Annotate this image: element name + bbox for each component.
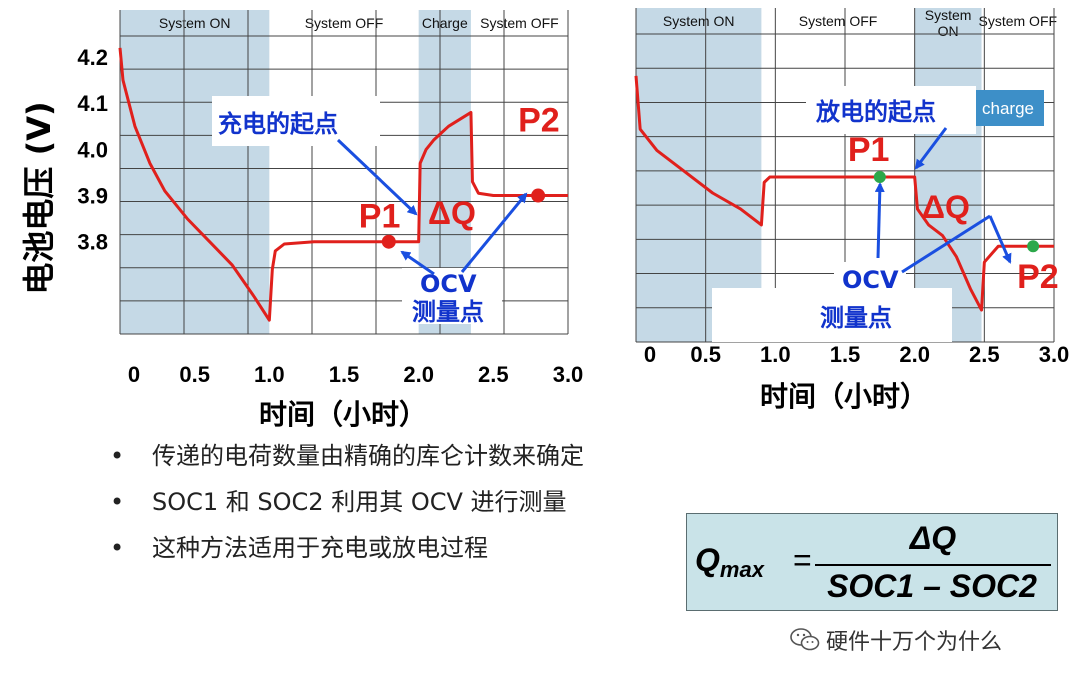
- right-phase-label: System: [925, 7, 972, 23]
- left-phase-label: Charge: [422, 15, 468, 31]
- right-x-axis-title: 时间（小时）: [760, 380, 928, 413]
- right-ocv-label: OCV: [842, 266, 899, 294]
- left-measure-point-label: 测量点: [412, 298, 484, 326]
- right-delta-q-label: ΔQ: [922, 189, 970, 225]
- right-x-ticks: 0 0.5 1.0 1.5 2.0 2.5 3.0: [644, 342, 1069, 367]
- right-charge-badge-label: charge: [982, 99, 1034, 118]
- left-phases: System ON System OFF Charge System OFF: [120, 10, 568, 334]
- bullet-list: • 传递的电荷数量由精确的库仑计数来确定 • SOC1 和 SOC2 利用其 OCV…: [104, 436, 584, 574]
- left-y-tick-label: 3.9: [77, 184, 108, 209]
- left-charge-start-arrow: [336, 138, 418, 216]
- figure-canvas: 电池电压 (V) System ON System OFF Charge System…: [20, 7, 1069, 431]
- right-callout-box: [806, 86, 976, 134]
- left-x-tick-label: 1.5: [329, 362, 360, 387]
- left-voltage-curve: [118, 47, 568, 322]
- bullet-text: 这种方法适用于充电或放电过程: [152, 534, 488, 562]
- right-ocv-arrow-p2: [901, 214, 991, 274]
- formula-denominator: SOC1 – SOC2: [827, 568, 1037, 604]
- bullet-dot: •: [110, 534, 125, 562]
- bullet-text: 传递的电荷数量由精确的库仑计数来确定: [152, 442, 584, 470]
- left-markers: P1 P2: [359, 102, 560, 249]
- wechat-icon: [790, 628, 820, 651]
- left-y-tick-label: 4.2: [77, 45, 108, 70]
- right-phase-label: System OFF: [978, 13, 1057, 29]
- left-y-ticks: 4.2 4.1 4.0 3.9 3.8: [77, 45, 108, 255]
- left-charge-start-label: 充电的起点: [218, 110, 338, 138]
- right-charge-badge: [974, 90, 1044, 126]
- right-marker-p1: [873, 171, 886, 184]
- right-voltage-curve: [634, 75, 1054, 312]
- formula-equals: =: [793, 542, 812, 578]
- formula-lhs: Qmax: [695, 542, 764, 583]
- right-marker-p2: [1027, 240, 1040, 253]
- left-ocv-arrow-p2: [460, 192, 528, 273]
- right-phase-label: System ON: [663, 13, 735, 29]
- right-ocv-box: [834, 262, 906, 292]
- right-measure-point-label: 测量点: [820, 304, 892, 332]
- right-x-tick-label: 3.0: [1039, 342, 1070, 367]
- qmax-formula: Qmax = ΔQ SOC1 – SOC2: [686, 513, 1058, 611]
- left-callout-box: [212, 96, 380, 146]
- right-x-tick-label: 0: [644, 342, 656, 367]
- bullet-dot: •: [110, 442, 125, 470]
- left-phase-shade: [120, 10, 270, 334]
- right-lower-whitebox: [712, 288, 952, 342]
- left-phase-label: System ON: [159, 15, 231, 31]
- right-x-tick-label: 0.5: [690, 342, 721, 367]
- left-phase-label: System OFF: [305, 15, 384, 31]
- left-phase-label: System OFF: [480, 15, 559, 31]
- left-marker-p1: [381, 234, 396, 249]
- formula-subscript: max: [719, 557, 764, 582]
- left-ocv-arrow-p1: [400, 250, 435, 276]
- watermark: 硬件十万个为什么: [790, 624, 1002, 656]
- formula-numerator: ΔQ: [909, 520, 957, 556]
- bullet-item: • 传递的电荷数量由精确的库仑计数来确定: [104, 436, 584, 482]
- bullet-dot: •: [110, 488, 125, 516]
- right-label-p2: P2: [1017, 258, 1059, 296]
- left-y-axis-title: 电池电压 (V): [20, 101, 58, 294]
- bullet-item: • 这种方法适用于充电或放电过程: [104, 528, 584, 574]
- right-x-tick-label: 1.5: [830, 342, 861, 367]
- right-ocv-arrow-p1: [874, 182, 885, 259]
- bullet-text: SOC1 和 SOC2 利用其 OCV 进行测量: [152, 488, 567, 516]
- left-x-tick-label: 0.5: [179, 362, 210, 387]
- left-chart: 电池电压 (V) System ON System OFF Charge System…: [20, 10, 583, 431]
- left-y-tick-label: 4.1: [77, 91, 108, 116]
- right-ocv-arrow-p2-tip: [988, 215, 1012, 264]
- right-markers: P1 P2: [848, 131, 1059, 296]
- left-x-tick-label: 2.5: [478, 362, 509, 387]
- right-x-tick-label: 2.5: [969, 342, 1000, 367]
- right-phase-shade: [636, 8, 762, 342]
- left-x-tick-label: 2.0: [403, 362, 434, 387]
- right-phase-label: ON: [938, 23, 959, 39]
- right-x-tick-label: 2.0: [899, 342, 930, 367]
- right-x-tick-label: 1.0: [760, 342, 791, 367]
- left-x-ticks: 0 0.5 1.0 1.5 2.0 2.5 3.0: [128, 362, 583, 387]
- left-ocv-box: [402, 268, 502, 324]
- left-label-p1: P1: [359, 198, 401, 236]
- bullet-item: • SOC1 和 SOC2 利用其 OCV 进行测量: [104, 482, 584, 528]
- left-label-p2: P2: [518, 102, 560, 140]
- formula-q: Q: [695, 542, 720, 578]
- right-discharge-start-label: 放电的起点: [815, 98, 936, 126]
- formula-fraction-bar: [815, 564, 1051, 566]
- left-x-tick-label: 3.0: [553, 362, 584, 387]
- left-marker-p2: [531, 188, 546, 203]
- left-ocv-label: OCV: [420, 270, 477, 298]
- right-phase-label: System OFF: [799, 13, 878, 29]
- left-x-axis-title: 时间（小时）: [259, 398, 427, 431]
- left-y-tick-label: 4.0: [77, 137, 108, 162]
- left-delta-q-label: ΔQ: [428, 195, 476, 231]
- watermark-text: 硬件十万个为什么: [826, 630, 1003, 655]
- left-y-tick-label: 3.8: [77, 230, 108, 255]
- left-x-tick-label: 0: [128, 362, 140, 387]
- right-label-p1: P1: [848, 131, 890, 169]
- left-x-tick-label: 1.0: [254, 362, 285, 387]
- right-discharge-start-arrow: [914, 127, 948, 170]
